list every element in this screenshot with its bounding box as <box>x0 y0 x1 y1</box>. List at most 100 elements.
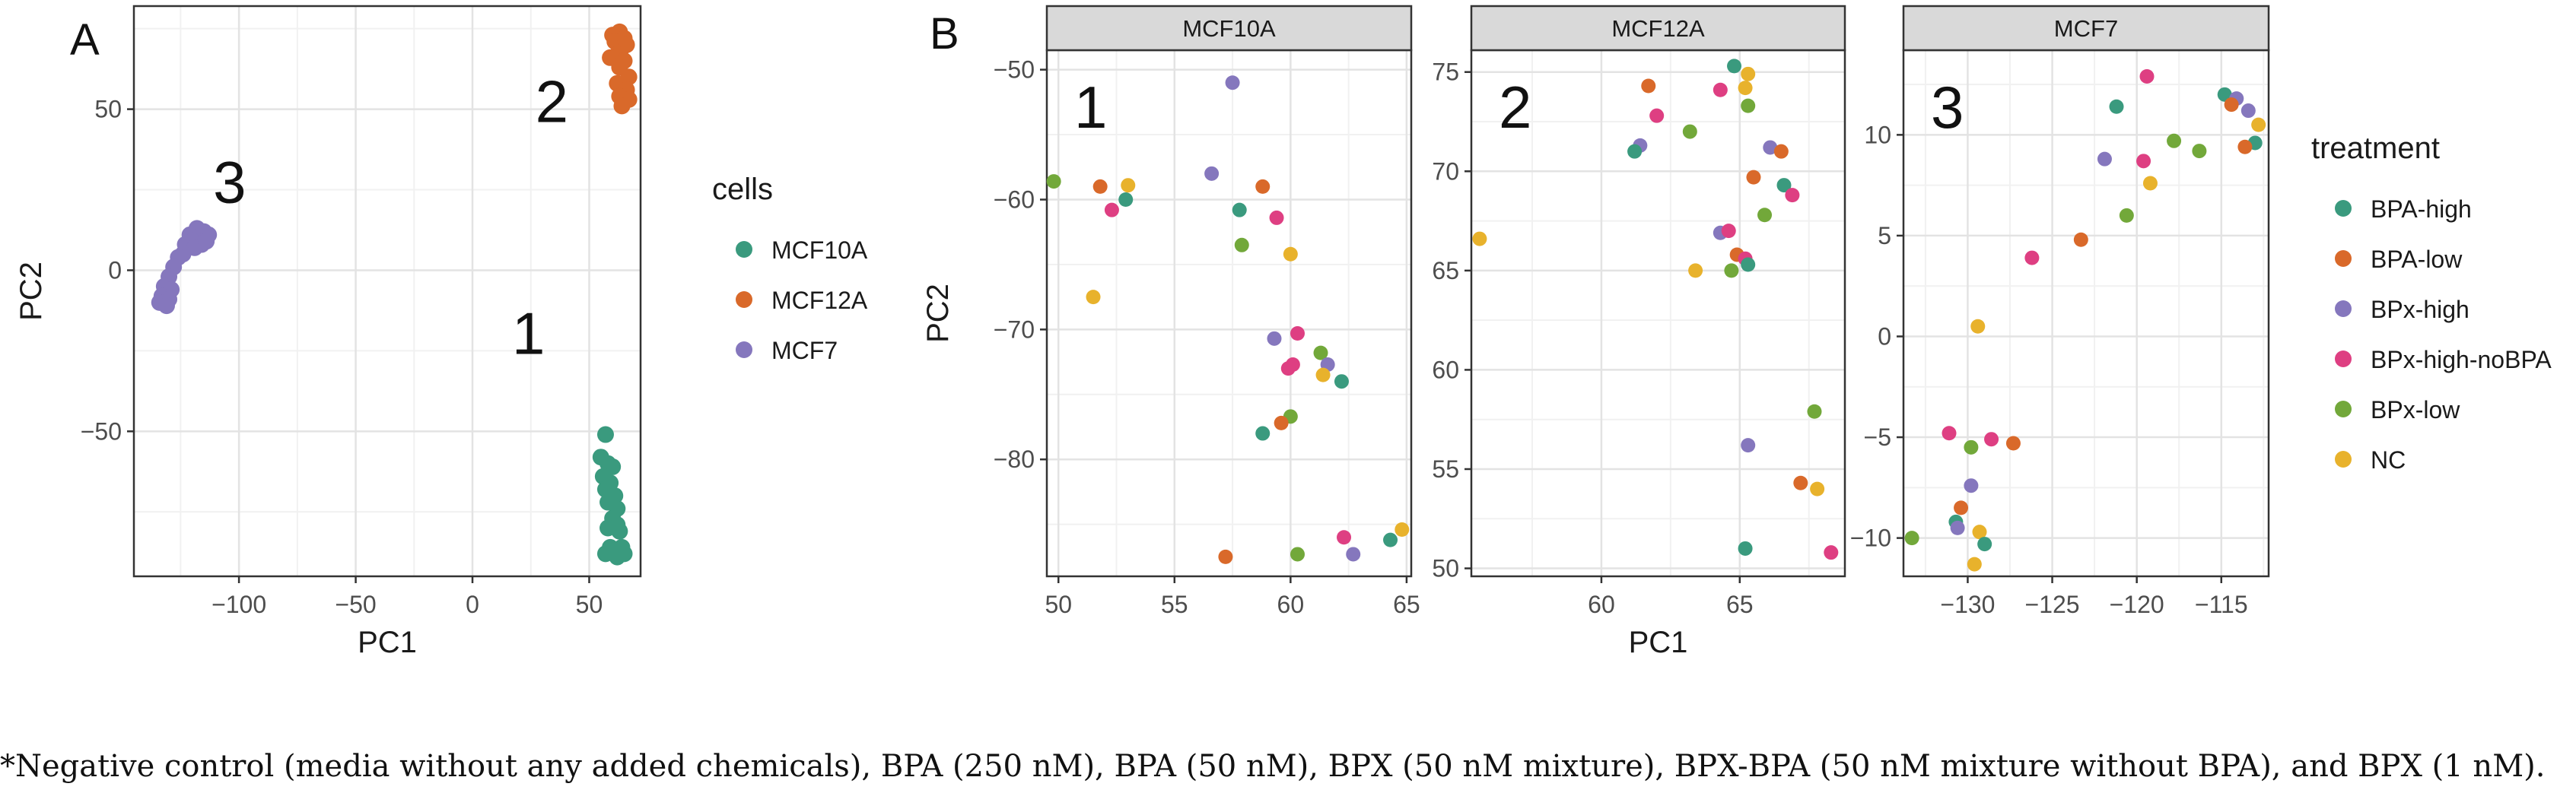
x-tick-label: −100 <box>211 591 266 618</box>
plot-background <box>1047 50 1411 576</box>
data-point <box>2073 232 2088 247</box>
data-point <box>1773 144 1789 159</box>
panel-b-letter: B <box>930 9 959 59</box>
data-point <box>1741 98 1756 113</box>
data-point <box>1713 82 1728 97</box>
x-tick-label: −115 <box>2195 591 2248 618</box>
x-tick-label: 0 <box>466 591 479 618</box>
y-tick-label: −50 <box>81 417 122 445</box>
footnote: *Negative control (media without any add… <box>0 749 2546 784</box>
legend-label: BPx-low <box>2371 396 2460 423</box>
legend-title: treatment <box>2311 132 2440 165</box>
data-point <box>1290 547 1305 562</box>
panel-number-label: 2 <box>1499 74 1531 141</box>
data-point <box>2119 208 2134 223</box>
data-point <box>2142 176 2158 191</box>
y-axis-title: PC2 <box>14 262 48 321</box>
legend-label: MCF7 <box>771 337 838 364</box>
data-point <box>1627 144 1643 159</box>
data-point <box>1967 557 1982 572</box>
data-point <box>1086 290 1101 305</box>
y-tick-label: 0 <box>108 256 122 284</box>
data-point <box>157 297 175 315</box>
y-tick-label: −5 <box>1864 423 1891 451</box>
data-point <box>1255 426 1271 441</box>
data-point <box>1255 179 1271 194</box>
panel-mcf7: −130 −125 −120 −115 10 5 0 −5 −10 MCF7 3 treatment B… <box>1850 5 2552 618</box>
data-point <box>1972 525 1987 540</box>
plot-border <box>132 5 642 578</box>
panel-a: −100 −50 0 50 −50 0 50 1 2 3 PC1 PC2 cells MCF10A MCF1… <box>14 5 868 659</box>
x-tick-label: 60 <box>1588 591 1615 618</box>
data-point <box>2024 250 2040 265</box>
data-point <box>1232 202 1247 217</box>
y-tick-label: −80 <box>994 446 1035 473</box>
legend-key <box>2335 401 2352 417</box>
y-tick-label: 55 <box>1432 455 1459 483</box>
y-tick-label: 50 <box>94 96 122 123</box>
y-tick-label: 70 <box>1432 157 1459 185</box>
legend-key <box>2335 300 2352 317</box>
data-point <box>1682 124 1697 139</box>
chart-layer: −100 −50 0 50−50050123PC1PC2cellsMCF10AMCF1… <box>14 5 2552 659</box>
data-point <box>1118 192 1134 207</box>
data-point <box>1274 415 1289 430</box>
data-point <box>1121 178 1136 193</box>
plot-background <box>134 6 641 576</box>
panel-a-letter: A <box>70 15 100 65</box>
data-point <box>1950 520 1965 535</box>
cluster-label: 2 <box>536 68 568 135</box>
data-point <box>1724 263 1739 278</box>
data-point <box>1721 224 1736 239</box>
x-tick-label: 55 <box>1161 591 1188 618</box>
x-axis-title: PC1 <box>1629 626 1688 659</box>
data-point <box>1810 481 1825 496</box>
data-point <box>2251 117 2266 132</box>
legend-label: BPx-high-noBPA <box>2371 346 2552 373</box>
panel-mcf12a: 60 65 75 70 65 60 55 50 MCF12A 2 PC1 <box>1432 5 1846 659</box>
data-point <box>1313 345 1328 360</box>
data-point <box>1280 361 1296 376</box>
legend-key <box>736 241 752 258</box>
legend-label: BPA-high <box>2371 195 2472 223</box>
data-point <box>1970 319 1986 334</box>
legend-key <box>2335 451 2352 468</box>
data-point <box>1334 374 1349 389</box>
x-tick-label: 50 <box>576 591 603 618</box>
x-tick-label: −130 <box>1940 591 1995 618</box>
legend-label: NC <box>2371 446 2406 474</box>
data-point <box>1964 478 1979 493</box>
data-point <box>1234 237 1249 252</box>
legend-key <box>2335 200 2352 217</box>
panel-number-label: 1 <box>1074 74 1107 141</box>
data-point <box>1793 475 1808 490</box>
legend-label: MCF12A <box>771 287 868 314</box>
data-point <box>2005 436 2021 451</box>
data-point <box>2139 68 2155 84</box>
facet-strip-label: MCF10A <box>1182 15 1276 42</box>
legend-label: MCF10A <box>771 236 868 264</box>
data-point <box>1218 549 1233 564</box>
facet-strip <box>1902 5 2270 52</box>
data-point <box>1964 439 1979 455</box>
data-point <box>1954 500 1969 515</box>
data-point <box>1727 59 1742 74</box>
x-tick-label: −120 <box>2110 591 2164 618</box>
cluster-label: 3 <box>213 148 246 215</box>
data-point <box>1757 208 1773 223</box>
data-point <box>615 545 633 563</box>
x-tick-label: 50 <box>1045 591 1072 618</box>
data-point <box>1738 541 1753 556</box>
plot-background <box>1903 50 2269 576</box>
data-point <box>1984 432 1999 447</box>
x-tick-label: 65 <box>1726 591 1754 618</box>
data-point <box>1225 75 1240 90</box>
legend-label: BPx-high <box>2371 296 2469 323</box>
data-point <box>1472 231 1487 246</box>
y-tick-label: 0 <box>1878 322 1891 350</box>
data-point <box>2237 139 2253 154</box>
legend-key <box>736 291 752 308</box>
x-tick-label: 60 <box>1277 591 1305 618</box>
data-point <box>1785 188 1800 203</box>
data-point <box>1741 257 1756 272</box>
